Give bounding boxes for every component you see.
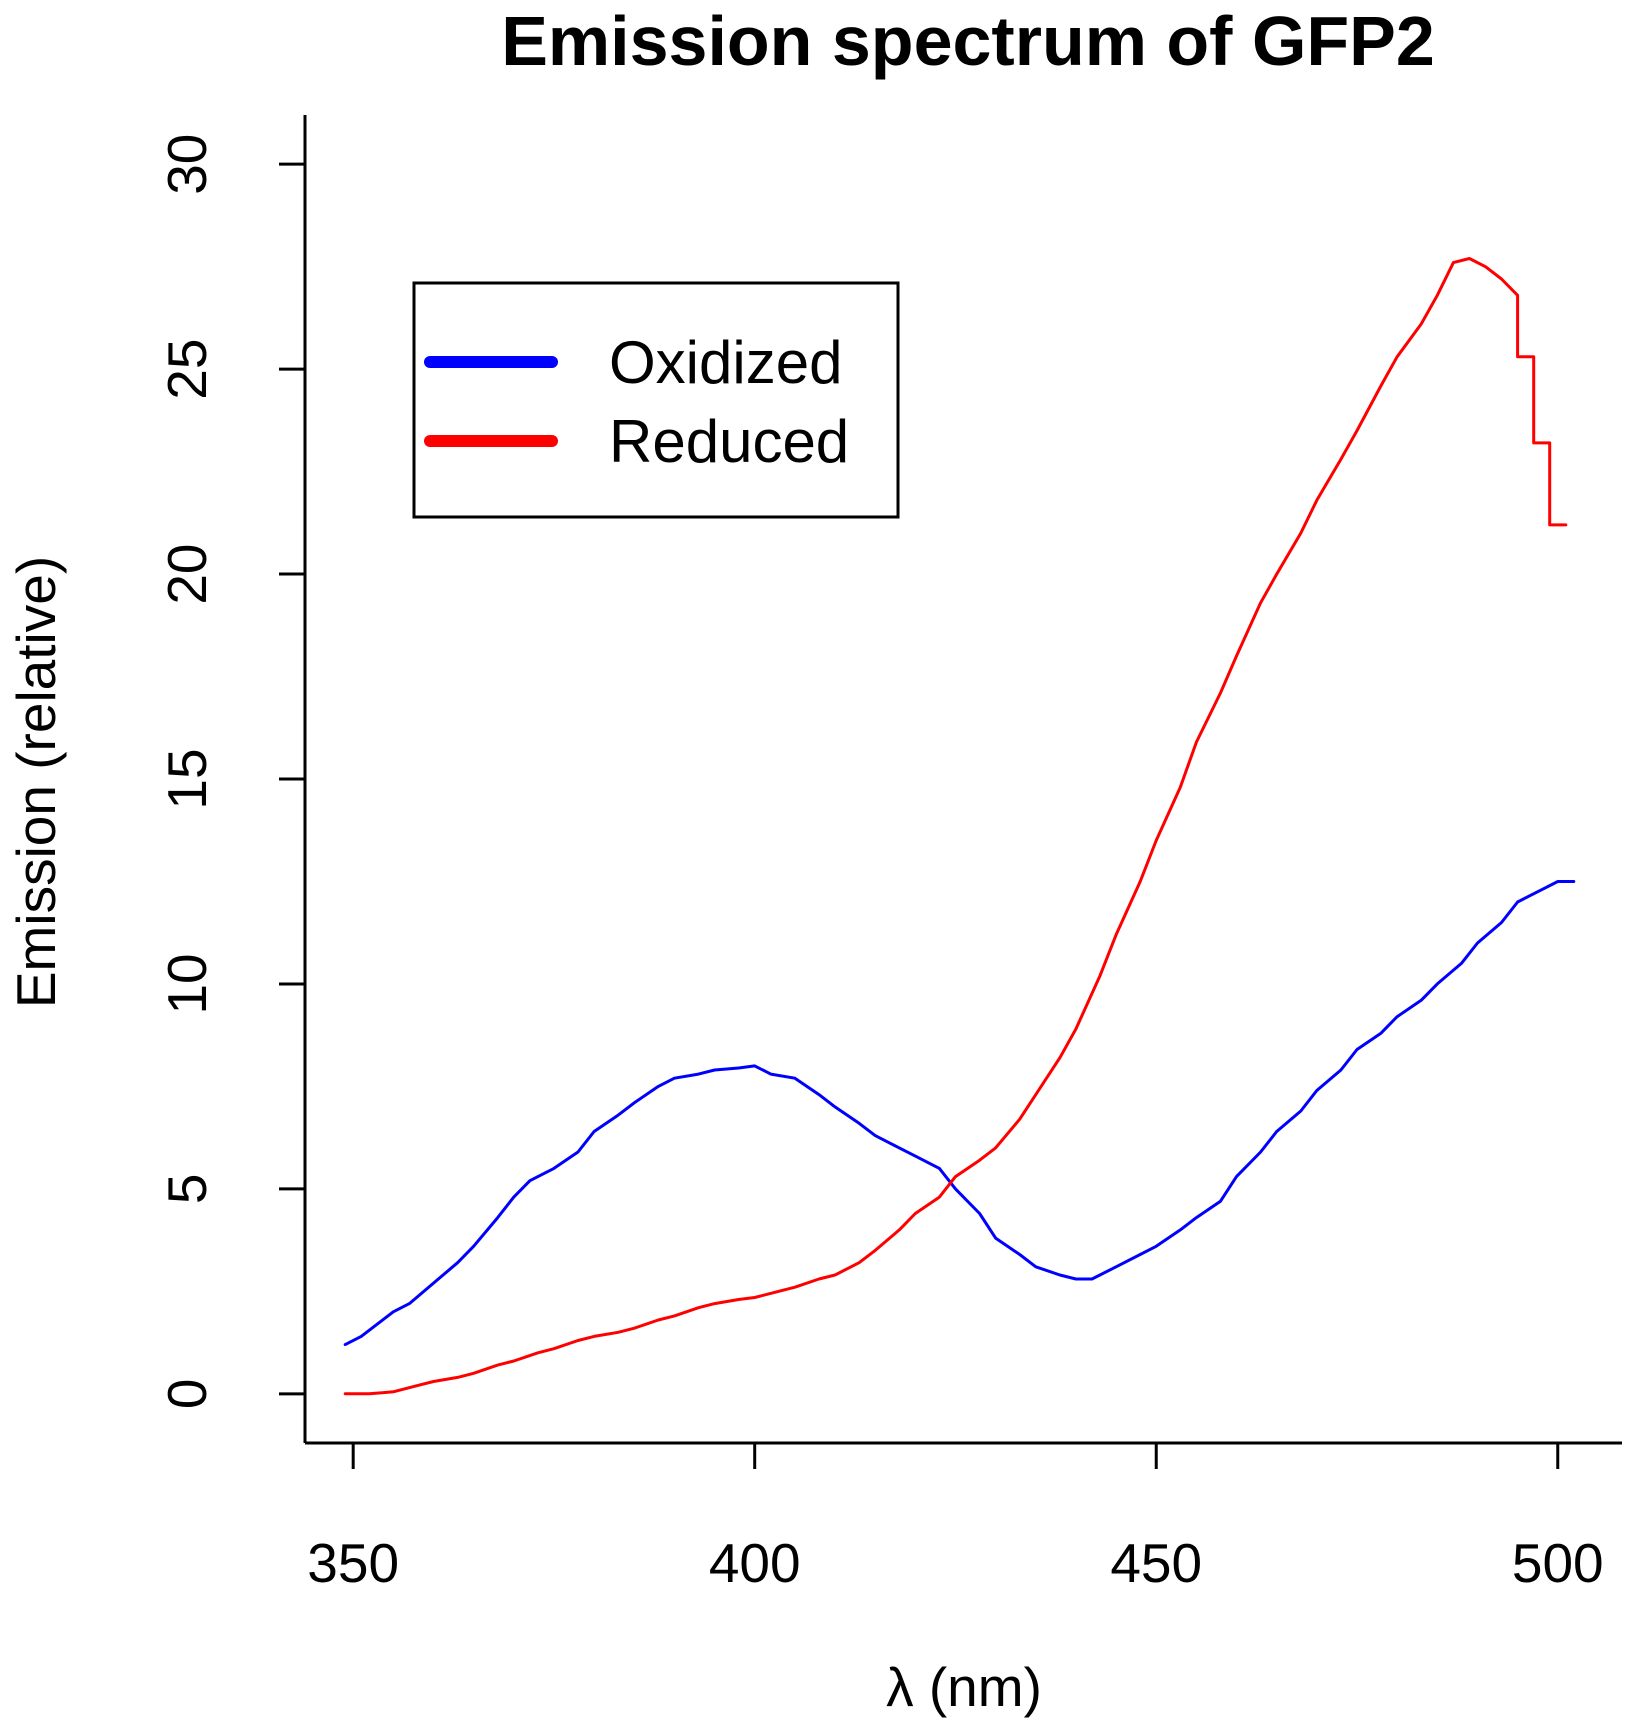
x-tick-label: 400 [709, 1532, 801, 1594]
y-axis-title: Emission (relative) [5, 556, 67, 1008]
y-tick-label: 0 [156, 1379, 218, 1410]
y-tick-label: 25 [156, 339, 218, 400]
x-tick-label: 500 [1512, 1532, 1604, 1594]
x-ticks: 350 400 450 500 [307, 1443, 1604, 1594]
y-tick-label: 30 [156, 134, 218, 195]
x-tick-label: 450 [1110, 1532, 1202, 1594]
x-axis-title: λ (nm) [886, 1656, 1042, 1718]
legend-box [412, 281, 900, 519]
legend: Oxidized Reduced [412, 281, 900, 519]
y-tick-label: 5 [156, 1174, 218, 1205]
x-tick-label: 350 [307, 1532, 399, 1594]
y-tick-label: 10 [156, 953, 218, 1014]
series-line-oxidized [343, 880, 1576, 1347]
y-tick-label: 15 [156, 748, 218, 809]
y-tick-label: 20 [156, 543, 218, 604]
legend-label-oxidized: Oxidized [609, 329, 842, 396]
chart-title: Emission spectrum of GFP2 [501, 2, 1435, 80]
series-line-reduced [343, 257, 1568, 1396]
series-layer [343, 257, 1576, 1396]
legend-label-reduced: Reduced [609, 408, 849, 475]
y-ticks: 0 5 10 15 20 25 30 [156, 134, 305, 1410]
